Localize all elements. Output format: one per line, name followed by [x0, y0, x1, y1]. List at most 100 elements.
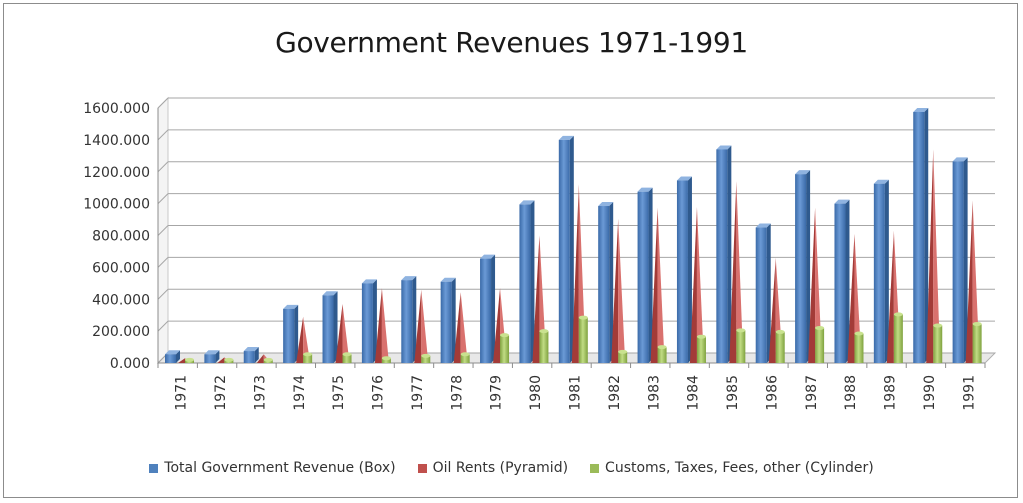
cylinder-customs-top — [539, 329, 549, 334]
bar-total — [401, 280, 413, 363]
bar-total-side — [333, 291, 338, 363]
y-tick-label: 1200.000 — [83, 165, 150, 181]
bar-total — [913, 111, 925, 363]
pyramid-oil-left — [611, 218, 619, 363]
pyramid-oil-left — [374, 288, 382, 363]
bar-total-top — [834, 199, 850, 204]
gridline-depth — [157, 97, 169, 109]
bar-total-side — [530, 200, 535, 363]
bar-total-side — [648, 187, 653, 363]
pyramid-oil-left — [335, 304, 343, 363]
bar-total-top — [952, 157, 968, 162]
pyramid-oil-left — [847, 233, 855, 363]
bar-total — [204, 354, 216, 363]
bar-total — [952, 161, 964, 363]
pyramid-oil — [696, 206, 704, 363]
bar-total — [440, 281, 452, 363]
pyramid-oil-left — [178, 358, 185, 363]
bar-total — [519, 204, 531, 363]
bar-total — [755, 227, 767, 363]
x-tick-label: 1974 — [292, 375, 308, 411]
bar-total-top — [361, 279, 377, 284]
x-tick-label: 1987 — [804, 375, 820, 411]
cylinder-customs — [657, 347, 667, 363]
pyramid-oil — [854, 233, 862, 363]
cylinder-customs — [578, 317, 588, 363]
cylinder-customs — [972, 323, 982, 363]
bar-total-top — [519, 200, 535, 205]
y-tick-label: 0.000 — [110, 356, 150, 372]
pyramid-oil-left — [256, 354, 264, 363]
pyramid-oil-left — [689, 206, 697, 363]
bar-total-top — [204, 350, 220, 355]
gridline-depth — [157, 161, 169, 173]
cylinder-customs-top — [893, 312, 903, 317]
pyramid-oil — [933, 149, 941, 363]
bar-total-side — [963, 157, 968, 363]
cylinder-customs-top — [578, 315, 588, 320]
bar-total-top — [795, 170, 811, 175]
bar-total-side — [176, 350, 180, 363]
x-tick-label: 1976 — [371, 375, 387, 411]
cylinder-customs — [696, 336, 706, 363]
cylinder-customs — [421, 355, 431, 363]
pyramid-oil — [342, 304, 350, 363]
gridline-depth — [157, 320, 169, 332]
cylinder-customs-top — [696, 334, 706, 339]
cylinder-customs-top — [736, 328, 746, 333]
chart-legend: Total Government Revenue (Box) Oil Rents… — [0, 460, 1023, 476]
legend-item-oil: Oil Rents (Pyramid) — [417, 460, 568, 476]
bar-total — [558, 139, 570, 363]
legend-swatch-total — [149, 463, 159, 473]
cylinder-customs-top — [657, 345, 667, 350]
bar-total-side — [254, 347, 259, 363]
x-tick-label: 1981 — [568, 375, 584, 411]
pyramid-oil — [736, 181, 744, 363]
bar-total-top — [676, 176, 692, 181]
y-tick-label: 200.000 — [92, 324, 150, 340]
pyramid-oil-left — [808, 207, 816, 363]
pyramid-oil-left — [729, 181, 737, 363]
legend-swatch-customs — [590, 463, 600, 473]
pyramid-oil-left — [926, 149, 934, 363]
bar-total-side — [727, 145, 732, 363]
x-tick-label: 1971 — [174, 375, 190, 411]
cylinder-customs — [893, 314, 903, 363]
bar-total-side — [687, 176, 692, 363]
legend-label-customs: Customs, Taxes, Fees, other (Cylinder) — [605, 460, 874, 476]
y-tick-label: 400.000 — [92, 292, 150, 308]
bar-total — [873, 183, 885, 363]
bar-total — [243, 351, 255, 363]
cylinder-customs — [342, 354, 352, 363]
y-tick-label: 1000.000 — [83, 197, 150, 213]
bar-total-top — [440, 277, 456, 282]
gridline-depth — [157, 129, 169, 141]
pyramid-oil-left — [768, 257, 776, 363]
pyramid-oil-left — [453, 292, 461, 363]
cylinder-customs-top — [342, 352, 352, 357]
cylinder-customs-top — [618, 349, 628, 354]
bar-total-top — [322, 291, 338, 296]
pyramid-oil-left — [571, 184, 579, 363]
pyramid-oil-left — [965, 200, 973, 363]
x-tick-label: 1975 — [331, 375, 347, 411]
x-tick-label: 1989 — [883, 375, 899, 411]
x-tick-label: 1986 — [764, 375, 780, 411]
x-tick-label: 1990 — [922, 375, 938, 411]
bar-total-top — [480, 254, 496, 259]
bar-total-top — [401, 276, 417, 281]
bar-total — [480, 258, 492, 363]
pyramid-oil — [421, 289, 429, 363]
bar-total-side — [766, 223, 771, 363]
pyramid-oil — [460, 292, 468, 363]
x-tick-label: 1973 — [252, 375, 268, 411]
cylinder-customs — [815, 327, 825, 363]
bar-total-top — [755, 223, 771, 228]
cylinder-customs-top — [775, 329, 785, 334]
cylinder-customs — [854, 333, 864, 363]
cylinder-customs-top — [854, 331, 864, 336]
pyramid-oil — [815, 207, 823, 363]
cylinder-customs-top — [185, 357, 194, 362]
bar-total-top — [598, 202, 614, 207]
